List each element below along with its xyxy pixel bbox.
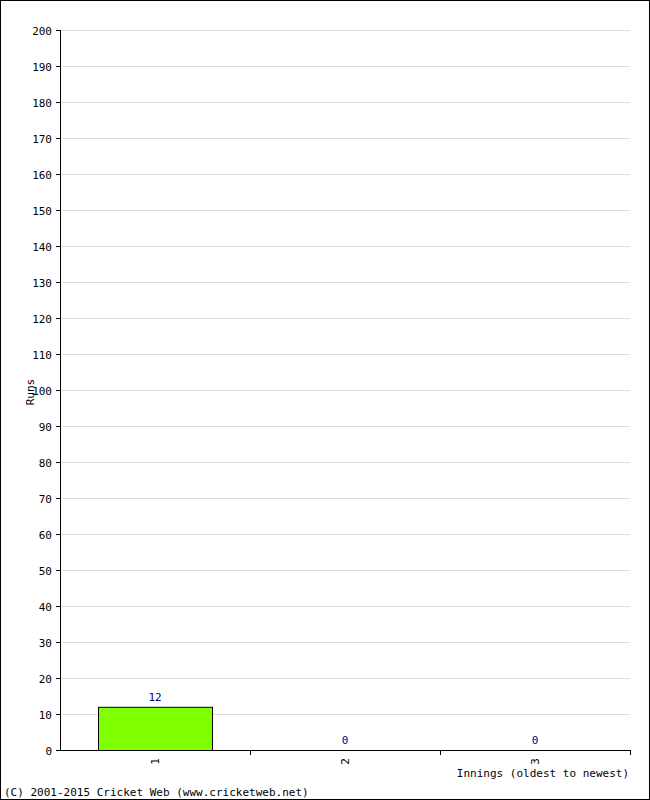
x-tick-label: 3 (529, 758, 542, 765)
grid-line (60, 66, 630, 67)
bar (288, 750, 402, 751)
y-tick (56, 210, 60, 211)
bars (99, 707, 213, 750)
grid-line (60, 282, 630, 283)
y-tick (56, 246, 60, 247)
bar (478, 750, 592, 751)
y-tick-label: 60 (39, 529, 52, 542)
y-tick (56, 570, 60, 571)
grid-line (60, 678, 630, 679)
x-tick (250, 750, 251, 755)
x-axis-title: Innings (oldest to newest) (457, 767, 629, 780)
y-tick-label: 140 (32, 241, 52, 254)
x-tick-label: 1 (149, 758, 162, 765)
grid-line (60, 606, 630, 607)
y-axis-title: Runs (24, 379, 37, 406)
y-tick-label: 0 (45, 745, 52, 758)
border (1, 1, 650, 800)
credit: (C) 2001-2015 Cricket Web (www.cricketwe… (4, 786, 309, 799)
y-tick-label: 50 (39, 565, 52, 578)
y-tick (56, 534, 60, 535)
y-tick-label: 120 (32, 313, 52, 326)
y-tick (56, 30, 60, 31)
y-tick-label: 30 (39, 637, 52, 650)
y-tick-label: 150 (32, 205, 52, 218)
y-tick-label: 190 (32, 61, 52, 74)
data-label: 0 (532, 734, 539, 747)
data-label: 0 (342, 734, 349, 747)
y-tick-label: 160 (32, 169, 52, 182)
x-tick (440, 750, 441, 755)
grid-line (60, 750, 630, 751)
bar (99, 707, 213, 750)
chart-container: {"chart_data": {"type": "bar", "categori… (0, 0, 650, 800)
grid-line (60, 246, 630, 247)
y-tick (56, 282, 60, 283)
grid-line (60, 138, 630, 139)
grid-line (60, 210, 630, 211)
grid-line (60, 498, 630, 499)
y-tick (56, 750, 60, 751)
grid-line (60, 30, 630, 31)
y-tick (56, 498, 60, 499)
grid-line (60, 174, 630, 175)
y-tick (56, 714, 60, 715)
y-tick (56, 102, 60, 103)
y-tick (56, 462, 60, 463)
y-tick-label: 70 (39, 493, 52, 506)
grid-line (60, 462, 630, 463)
y-tick (56, 174, 60, 175)
y-tick (56, 426, 60, 427)
y-axis (60, 30, 61, 750)
y-tick (56, 354, 60, 355)
grid-line (60, 318, 630, 319)
y-tick (56, 606, 60, 607)
data-label: 12 (148, 691, 161, 704)
y-tick-label: 200 (32, 25, 52, 38)
grid-line (60, 570, 630, 571)
grid-line (60, 390, 630, 391)
y-tick-label: 90 (39, 421, 52, 434)
grid-line (60, 534, 630, 535)
y-tick (56, 138, 60, 139)
y-tick (56, 642, 60, 643)
y-tick-label: 170 (32, 133, 52, 146)
grid-line (60, 642, 630, 643)
y-tick-label: 20 (39, 673, 52, 686)
y-tick (56, 678, 60, 679)
y-tick-label: 130 (32, 277, 52, 290)
y-tick (56, 390, 60, 391)
y-tick (56, 66, 60, 67)
x-tick (630, 750, 631, 755)
y-tick-label: 10 (39, 709, 52, 722)
y-tick-label: 40 (39, 601, 52, 614)
grid-line (60, 102, 630, 103)
x-axis (60, 750, 630, 751)
y-tick-label: 80 (39, 457, 52, 470)
y-tick (56, 318, 60, 319)
grid-line (60, 354, 630, 355)
chart-svg: 0102030405060708090100110120130140150160… (0, 0, 650, 800)
y-tick-label: 110 (32, 349, 52, 362)
y-tick-label: 180 (32, 97, 52, 110)
x-tick-label: 2 (339, 758, 352, 765)
grid-line (60, 426, 630, 427)
